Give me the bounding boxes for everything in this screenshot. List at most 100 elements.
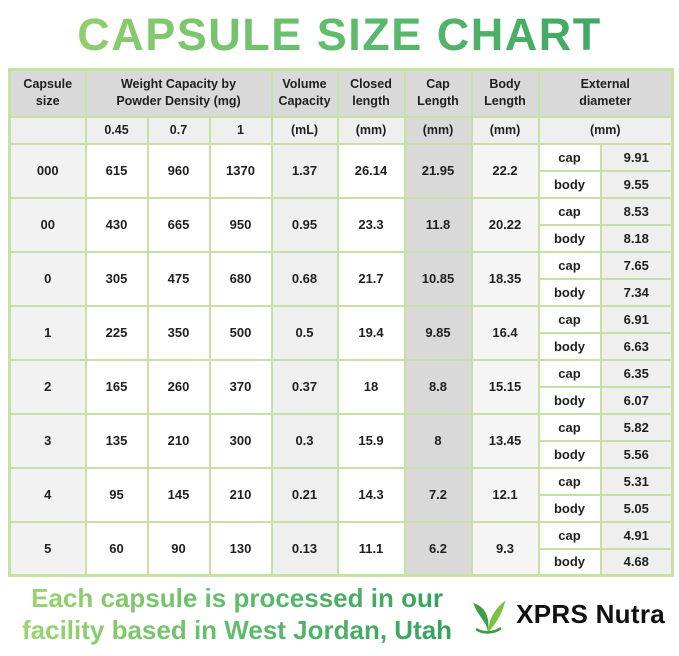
cell-volume: 0.3: [270, 412, 339, 469]
cell-body-length: 22.2: [470, 142, 540, 199]
cell-ext-body-value: 5.56: [599, 439, 674, 469]
cell-body-length: 13.45: [470, 412, 540, 469]
cell-weight-1: 500: [208, 304, 273, 361]
header-body-length: Body Length: [470, 68, 540, 118]
cell-body-length: 15.15: [470, 358, 540, 415]
cell-ext-cap-label: cap: [537, 520, 602, 550]
cell-body-length: 9.3: [470, 520, 540, 577]
table-row: 000 615 960 1370 1.37 26.14 21.95 22.2 c…: [8, 142, 674, 199]
cell-capsule-size: 4: [8, 466, 87, 523]
cell-closed-length: 18: [336, 358, 406, 415]
cell-volume: 0.68: [270, 250, 339, 307]
cell-capsule-size: 0: [8, 250, 87, 307]
cell-weight-07: 475: [146, 250, 211, 307]
header-line: Closed: [350, 76, 392, 91]
table-row: body 6.07: [10, 385, 674, 415]
cell-volume: 0.95: [270, 196, 339, 253]
header-line: Body: [489, 76, 521, 91]
table-row: 1 225 350 500 0.5 19.4 9.85 16.4 cap 6.9…: [8, 304, 674, 361]
cell-weight-1: 370: [208, 358, 273, 415]
cell-ext-cap-value: 6.91: [599, 304, 674, 334]
cell-ext-cap-label: cap: [537, 466, 602, 496]
unit-external: (mm): [537, 115, 674, 145]
cell-ext-body-value: 4.68: [599, 547, 674, 577]
cell-closed-length: 15.9: [336, 412, 406, 469]
header-line: Length: [484, 94, 526, 109]
cell-capsule-size: 000: [8, 142, 87, 199]
unit-density-045: 0.45: [84, 115, 149, 145]
cell-weight-045: 60: [84, 520, 149, 577]
table-row: 4 95 145 210 0.21 14.3 7.2 12.1 cap 5.31: [8, 466, 674, 523]
cell-weight-1: 680: [208, 250, 273, 307]
cell-ext-body-label: body: [537, 547, 602, 577]
cell-weight-045: 165: [84, 358, 149, 415]
cell-ext-cap-label: cap: [537, 304, 602, 334]
header-line: Volume: [282, 76, 327, 91]
table-row: body 9.55: [10, 169, 674, 199]
cell-weight-045: 615: [84, 142, 149, 199]
cell-ext-body-label: body: [537, 385, 602, 415]
cell-ext-body-label: body: [537, 439, 602, 469]
cell-weight-045: 225: [84, 304, 149, 361]
cell-weight-07: 260: [146, 358, 211, 415]
cell-body-length: 18.35: [470, 250, 540, 307]
unit-cap: (mm): [403, 115, 473, 145]
cell-cap-length: 9.85: [403, 304, 473, 361]
cell-capsule-size: 1: [8, 304, 87, 361]
cell-ext-cap-value: 7.65: [599, 250, 674, 280]
cell-closed-length: 21.7: [336, 250, 406, 307]
cell-cap-length: 11.8: [403, 196, 473, 253]
unit-volume: (mL): [270, 115, 339, 145]
table-row: body 8.18: [10, 223, 674, 253]
cell-ext-body-label: body: [537, 277, 602, 307]
cell-ext-cap-label: cap: [537, 412, 602, 442]
cell-ext-cap-label: cap: [537, 358, 602, 388]
cell-body-length: 20.22: [470, 196, 540, 253]
table-row: body 4.68: [10, 547, 674, 577]
footer-line-2: facility based in West Jordan, Utah: [22, 614, 453, 645]
cell-ext-body-label: body: [537, 223, 602, 253]
cell-weight-1: 1370: [208, 142, 273, 199]
cell-weight-1: 130: [208, 520, 273, 577]
header-line: Powder Density (mg): [116, 94, 241, 109]
footer-line-1: Each capsule is processed in our: [22, 583, 452, 615]
cell-ext-cap-value: 6.35: [599, 358, 674, 388]
cell-ext-body-value: 7.34: [599, 277, 674, 307]
cell-capsule-size: 00: [8, 196, 87, 253]
cell-closed-length: 23.3: [336, 196, 406, 253]
cell-weight-045: 305: [84, 250, 149, 307]
cell-body-length: 12.1: [470, 466, 540, 523]
header-volume-capacity: Volume Capacity: [270, 68, 339, 118]
cell-cap-length: 21.95: [403, 142, 473, 199]
cell-weight-045: 135: [84, 412, 149, 469]
table-row: 00 430 665 950 0.95 23.3 11.8 20.22 cap …: [8, 196, 674, 253]
unit-body: (mm): [470, 115, 540, 145]
cell-ext-body-value: 6.63: [599, 331, 674, 361]
table-row: body 5.56: [10, 439, 674, 469]
unit-closed: (mm): [336, 115, 406, 145]
cell-ext-cap-value: 5.31: [599, 466, 674, 496]
cell-ext-cap-value: 8.53: [599, 196, 674, 226]
header-external-diameter: External diameter: [537, 68, 674, 118]
cell-ext-body-value: 9.55: [599, 169, 674, 199]
cell-weight-07: 210: [146, 412, 211, 469]
cell-capsule-size: 3: [8, 412, 87, 469]
cell-ext-body-value: 8.18: [599, 223, 674, 253]
cell-weight-07: 90: [146, 520, 211, 577]
header-line: diameter: [579, 94, 632, 109]
cell-closed-length: 11.1: [336, 520, 406, 577]
header-cap-length: Cap Length: [403, 68, 473, 118]
cell-ext-body-label: body: [537, 169, 602, 199]
capsule-size-chart-page: CAPSULE SIZE CHART Capsule size Weight C…: [8, 9, 675, 645]
table-row: body 6.63: [10, 331, 674, 361]
cell-weight-07: 145: [146, 466, 211, 523]
table-header-row: Capsule size Weight Capacity by Powder D…: [8, 68, 674, 118]
cell-ext-cap-label: cap: [537, 250, 602, 280]
cell-ext-body-label: body: [537, 331, 602, 361]
unit-cell-empty: [8, 115, 87, 145]
cell-closed-length: 19.4: [336, 304, 406, 361]
cell-weight-045: 430: [84, 196, 149, 253]
cell-weight-045: 95: [84, 466, 149, 523]
cell-ext-body-value: 5.05: [599, 493, 674, 523]
cell-cap-length: 8: [403, 412, 473, 469]
